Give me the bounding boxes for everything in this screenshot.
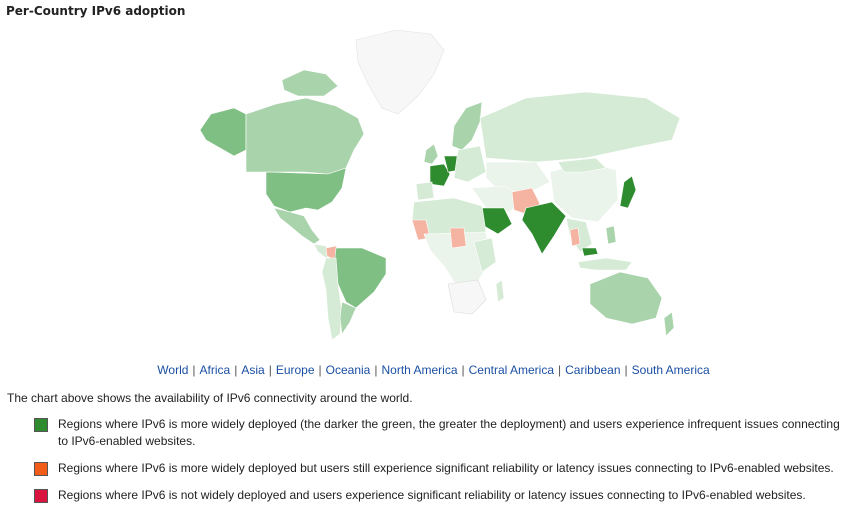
- legend: Regions where IPv6 is more widely deploy…: [34, 416, 844, 514]
- region-argentina[interactable]: [339, 301, 357, 335]
- region-philippines[interactable]: [605, 225, 617, 245]
- region-brazil[interactable]: [333, 247, 387, 309]
- separator: |: [374, 363, 378, 377]
- link-oceania[interactable]: Oceania: [325, 363, 371, 377]
- region-thailand[interactable]: [569, 227, 581, 247]
- legend-text-green: Regions where IPv6 is more widely deploy…: [58, 417, 840, 448]
- legend-item-orange: Regions where IPv6 is more widely deploy…: [34, 460, 844, 477]
- link-north-america[interactable]: North America: [381, 363, 458, 377]
- legend-text-orange: Regions where IPv6 is more widely deploy…: [58, 461, 834, 475]
- legend-swatch-green: [34, 418, 48, 432]
- region-iberia[interactable]: [415, 181, 435, 201]
- separator: |: [318, 363, 322, 377]
- legend-item-red: Regions where IPv6 is not widely deploye…: [34, 487, 844, 504]
- legend-swatch-orange: [34, 462, 48, 476]
- region-arctic-islands[interactable]: [281, 69, 339, 97]
- separator: |: [192, 363, 196, 377]
- region-indonesia[interactable]: [577, 257, 633, 271]
- region-new-zealand[interactable]: [663, 311, 675, 337]
- separator: |: [234, 363, 238, 377]
- separator: |: [558, 363, 562, 377]
- region-japan[interactable]: [619, 175, 637, 209]
- link-world[interactable]: World: [157, 363, 189, 377]
- region-mexico[interactable]: [273, 207, 321, 245]
- link-africa[interactable]: Africa: [199, 363, 231, 377]
- region-southern-africa[interactable]: [447, 279, 487, 315]
- region-usa[interactable]: [265, 167, 347, 213]
- region-france[interactable]: [429, 163, 451, 187]
- separator: |: [461, 363, 465, 377]
- region-saudi-arabia[interactable]: [481, 207, 513, 235]
- legend-item-green: Regions where IPv6 is more widely deploy…: [34, 416, 844, 450]
- region-mongolia[interactable]: [557, 157, 607, 173]
- region-scandinavia[interactable]: [451, 101, 483, 151]
- region-uk[interactable]: [423, 143, 439, 165]
- region-malaysia[interactable]: [581, 247, 599, 257]
- region-nigeria[interactable]: [449, 227, 467, 249]
- separator: |: [624, 363, 628, 377]
- region-australia[interactable]: [589, 271, 663, 325]
- link-europe[interactable]: Europe: [275, 363, 315, 377]
- page-title: Per-Country IPv6 adoption: [6, 4, 186, 18]
- chart-description: The chart above shows the availability o…: [7, 391, 413, 405]
- region-east-europe[interactable]: [453, 145, 487, 183]
- region-alaska[interactable]: [199, 107, 247, 157]
- separator: |: [268, 363, 272, 377]
- legend-text-red: Regions where IPv6 is not widely deploye…: [58, 488, 806, 502]
- legend-swatch-red: [34, 489, 48, 503]
- link-asia[interactable]: Asia: [241, 363, 265, 377]
- link-south-america[interactable]: South America: [631, 363, 710, 377]
- region-links: World | Africa | Asia | Europe | Oceania | North A…: [0, 363, 851, 377]
- region-canada[interactable]: [245, 97, 365, 175]
- region-russia[interactable]: [479, 91, 681, 163]
- region-india[interactable]: [521, 201, 567, 255]
- world-map-svg[interactable]: [186, 22, 686, 342]
- region-south-america-west[interactable]: [321, 257, 343, 341]
- link-central-america[interactable]: Central America: [468, 363, 555, 377]
- region-east-africa[interactable]: [473, 237, 497, 273]
- world-map[interactable]: [186, 22, 686, 342]
- link-caribbean[interactable]: Caribbean: [565, 363, 621, 377]
- region-greenland[interactable]: [355, 29, 445, 115]
- region-madagascar[interactable]: [495, 279, 505, 303]
